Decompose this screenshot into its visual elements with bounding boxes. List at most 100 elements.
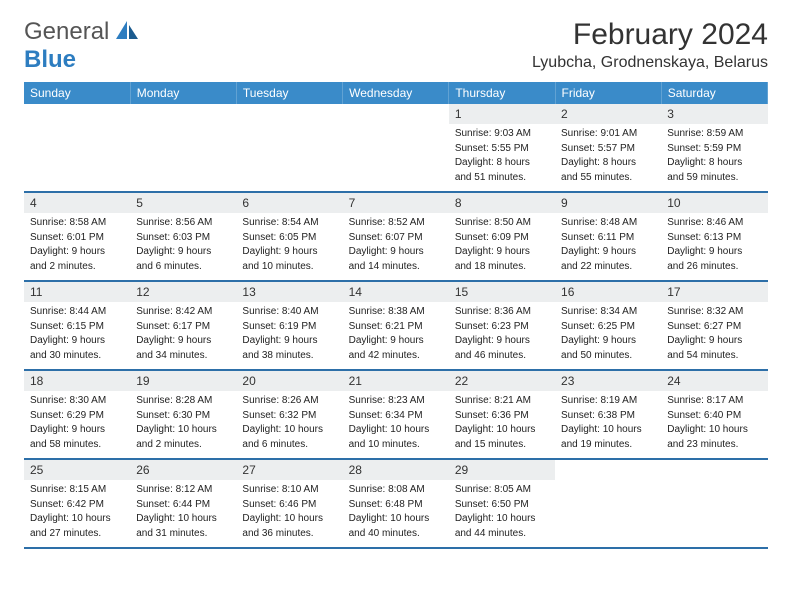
day-detail-line: Daylight: 10 hours — [242, 512, 336, 526]
day-detail-line: and 34 minutes. — [136, 349, 230, 363]
day-detail-line: Sunset: 6:42 PM — [30, 498, 124, 512]
day-number: 27 — [236, 460, 342, 480]
day-detail-line: Sunrise: 8:59 AM — [667, 127, 761, 141]
day-number: 8 — [449, 193, 555, 213]
day-detail-line: Daylight: 9 hours — [30, 245, 124, 259]
day-detail-line: Daylight: 9 hours — [30, 423, 124, 437]
day-number: 16 — [555, 282, 661, 302]
day-detail-line: Sunset: 6:11 PM — [561, 231, 655, 245]
calendar-day: 27Sunrise: 8:10 AMSunset: 6:46 PMDayligh… — [236, 459, 342, 548]
day-detail-line: Daylight: 9 hours — [561, 334, 655, 348]
day-detail-line: Sunset: 6:36 PM — [455, 409, 549, 423]
day-detail-line: and 55 minutes. — [561, 171, 655, 185]
day-details: Sunrise: 8:54 AMSunset: 6:05 PMDaylight:… — [236, 213, 342, 280]
calendar-day: 21Sunrise: 8:23 AMSunset: 6:34 PMDayligh… — [343, 370, 449, 459]
day-detail-line: Sunrise: 8:52 AM — [349, 216, 443, 230]
day-details: Sunrise: 8:58 AMSunset: 6:01 PMDaylight:… — [24, 213, 130, 280]
day-number: 6 — [236, 193, 342, 213]
day-number: 10 — [661, 193, 767, 213]
calendar-day: 17Sunrise: 8:32 AMSunset: 6:27 PMDayligh… — [661, 281, 767, 370]
day-detail-line: Daylight: 9 hours — [136, 334, 230, 348]
day-detail-line: Sunrise: 8:30 AM — [30, 394, 124, 408]
calendar-day: 10Sunrise: 8:46 AMSunset: 6:13 PMDayligh… — [661, 192, 767, 281]
day-detail-line: Daylight: 10 hours — [242, 423, 336, 437]
day-detail-line: Sunset: 5:55 PM — [455, 142, 549, 156]
day-number: 1 — [449, 104, 555, 124]
title-block: February 2024 Lyubcha, Grodnenskaya, Bel… — [532, 18, 768, 72]
calendar-day: 9Sunrise: 8:48 AMSunset: 6:11 PMDaylight… — [555, 192, 661, 281]
day-detail-line: Daylight: 10 hours — [136, 512, 230, 526]
day-detail-line: and 22 minutes. — [561, 260, 655, 274]
day-number: 26 — [130, 460, 236, 480]
day-detail-line: and 36 minutes. — [242, 527, 336, 541]
day-details: Sunrise: 8:08 AMSunset: 6:48 PMDaylight:… — [343, 480, 449, 547]
day-detail-line: Sunset: 6:40 PM — [667, 409, 761, 423]
day-detail-line: Sunset: 6:27 PM — [667, 320, 761, 334]
day-number: 21 — [343, 371, 449, 391]
day-detail-line: Sunset: 6:01 PM — [30, 231, 124, 245]
calendar-day: 13Sunrise: 8:40 AMSunset: 6:19 PMDayligh… — [236, 281, 342, 370]
day-detail-line: Daylight: 9 hours — [349, 245, 443, 259]
day-number: 11 — [24, 282, 130, 302]
day-number: 7 — [343, 193, 449, 213]
calendar-day: ..... — [24, 104, 130, 192]
calendar-day: 23Sunrise: 8:19 AMSunset: 6:38 PMDayligh… — [555, 370, 661, 459]
day-detail-line: Daylight: 10 hours — [667, 423, 761, 437]
day-detail-line: Sunset: 6:34 PM — [349, 409, 443, 423]
day-header: Tuesday — [236, 82, 342, 104]
day-detail-line: Daylight: 8 hours — [455, 156, 549, 170]
day-detail-line: and 38 minutes. — [242, 349, 336, 363]
day-number: 19 — [130, 371, 236, 391]
day-number: 14 — [343, 282, 449, 302]
day-details: Sunrise: 8:32 AMSunset: 6:27 PMDaylight:… — [661, 302, 767, 369]
day-details: Sunrise: 8:19 AMSunset: 6:38 PMDaylight:… — [555, 391, 661, 458]
day-detail-line: Daylight: 9 hours — [136, 245, 230, 259]
day-number: 20 — [236, 371, 342, 391]
day-detail-line: Daylight: 10 hours — [136, 423, 230, 437]
day-detail-line: and 27 minutes. — [30, 527, 124, 541]
calendar-week: 4Sunrise: 8:58 AMSunset: 6:01 PMDaylight… — [24, 192, 768, 281]
calendar-body: ....................1Sunrise: 9:03 AMSun… — [24, 104, 768, 548]
calendar-day: ..... — [661, 459, 767, 548]
day-header: Saturday — [661, 82, 767, 104]
calendar-day: 16Sunrise: 8:34 AMSunset: 6:25 PMDayligh… — [555, 281, 661, 370]
calendar-day: 7Sunrise: 8:52 AMSunset: 6:07 PMDaylight… — [343, 192, 449, 281]
day-detail-line: Daylight: 9 hours — [561, 245, 655, 259]
day-detail-line: and 59 minutes. — [667, 171, 761, 185]
calendar-day: 4Sunrise: 8:58 AMSunset: 6:01 PMDaylight… — [24, 192, 130, 281]
calendar-day: 25Sunrise: 8:15 AMSunset: 6:42 PMDayligh… — [24, 459, 130, 548]
day-detail-line: Daylight: 10 hours — [30, 512, 124, 526]
day-detail-line: Sunrise: 8:26 AM — [242, 394, 336, 408]
day-detail-line: Sunrise: 8:40 AM — [242, 305, 336, 319]
day-detail-line: Daylight: 8 hours — [561, 156, 655, 170]
calendar-day: 5Sunrise: 8:56 AMSunset: 6:03 PMDaylight… — [130, 192, 236, 281]
logo: General Blue — [24, 18, 138, 74]
day-detail-line: Sunrise: 8:38 AM — [349, 305, 443, 319]
calendar-day: 3Sunrise: 8:59 AMSunset: 5:59 PMDaylight… — [661, 104, 767, 192]
day-number: 24 — [661, 371, 767, 391]
day-detail-line: Sunset: 6:19 PM — [242, 320, 336, 334]
calendar-day: 11Sunrise: 8:44 AMSunset: 6:15 PMDayligh… — [24, 281, 130, 370]
day-detail-line: Sunrise: 8:44 AM — [30, 305, 124, 319]
day-details: Sunrise: 8:44 AMSunset: 6:15 PMDaylight:… — [24, 302, 130, 369]
month-title: February 2024 — [532, 18, 768, 52]
day-details: Sunrise: 8:46 AMSunset: 6:13 PMDaylight:… — [661, 213, 767, 280]
logo-text-1: General — [24, 18, 109, 45]
day-detail-line: Sunset: 6:09 PM — [455, 231, 549, 245]
calendar-day: 19Sunrise: 8:28 AMSunset: 6:30 PMDayligh… — [130, 370, 236, 459]
day-detail-line: Sunrise: 8:50 AM — [455, 216, 549, 230]
day-detail-line: and 58 minutes. — [30, 438, 124, 452]
day-detail-line: Sunrise: 8:17 AM — [667, 394, 761, 408]
day-detail-line: Sunrise: 8:12 AM — [136, 483, 230, 497]
day-details: Sunrise: 8:10 AMSunset: 6:46 PMDaylight:… — [236, 480, 342, 547]
calendar-day: 12Sunrise: 8:42 AMSunset: 6:17 PMDayligh… — [130, 281, 236, 370]
day-detail-line: Sunset: 6:05 PM — [242, 231, 336, 245]
day-details: Sunrise: 8:05 AMSunset: 6:50 PMDaylight:… — [449, 480, 555, 547]
day-detail-line: Sunset: 6:46 PM — [242, 498, 336, 512]
day-details: Sunrise: 8:12 AMSunset: 6:44 PMDaylight:… — [130, 480, 236, 547]
day-details: Sunrise: 8:38 AMSunset: 6:21 PMDaylight:… — [343, 302, 449, 369]
day-detail-line: and 31 minutes. — [136, 527, 230, 541]
calendar-day: 1Sunrise: 9:03 AMSunset: 5:55 PMDaylight… — [449, 104, 555, 192]
day-detail-line: Sunrise: 8:46 AM — [667, 216, 761, 230]
day-detail-line: Sunrise: 8:34 AM — [561, 305, 655, 319]
